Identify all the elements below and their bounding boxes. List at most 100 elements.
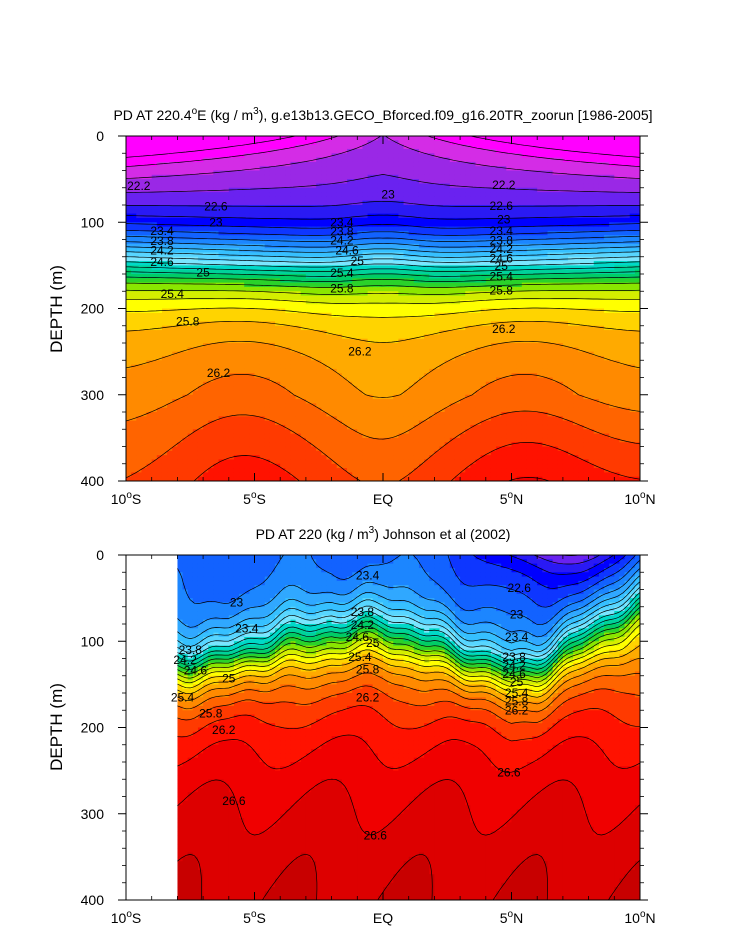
field-cell [203, 459, 209, 465]
field-cell [331, 455, 338, 461]
field-cell [167, 355, 173, 361]
field-cell [146, 381, 153, 387]
field-cell [151, 450, 158, 456]
field-cell [203, 222, 209, 228]
field-cell [305, 243, 312, 249]
field-cell [197, 325, 204, 331]
field-cell [275, 386, 281, 392]
field-cell [197, 407, 204, 413]
field-cell [285, 140, 292, 146]
field-cell [136, 403, 143, 409]
field-cell [311, 476, 317, 481]
field-cell [413, 399, 420, 404]
field-cell [290, 157, 297, 163]
field-cell [239, 136, 245, 141]
field-cell [336, 291, 343, 297]
field-cell [131, 420, 137, 426]
field-cell [151, 243, 158, 249]
field-cell [228, 390, 235, 396]
field-cell [383, 174, 389, 180]
field-cell [167, 166, 173, 172]
field-cell [311, 450, 317, 456]
field-cell [182, 459, 189, 465]
field-cell [233, 269, 240, 275]
field-cell [156, 368, 163, 374]
field-cell [131, 205, 137, 210]
field-cell [413, 420, 420, 426]
field-cell [300, 399, 307, 404]
field-cell [264, 144, 271, 150]
field-cell [403, 347, 410, 353]
field-cell [352, 355, 358, 361]
field-cell [213, 455, 220, 461]
field-cell [218, 437, 225, 443]
field-cell [203, 317, 209, 323]
field-cell [357, 239, 364, 245]
field-cell [398, 343, 405, 348]
field-cell [161, 355, 168, 361]
field-cell [156, 161, 163, 167]
field-cell [197, 213, 204, 219]
field-cell [156, 256, 163, 262]
field-cell [316, 183, 322, 189]
field-cell [367, 399, 374, 404]
field-cell [341, 144, 348, 150]
field-cell [352, 136, 358, 141]
field-cell [331, 450, 338, 456]
field-cell [393, 179, 400, 185]
field-cell [259, 407, 266, 413]
field-cell [126, 437, 132, 443]
field-cell [444, 179, 451, 185]
field-cell [182, 455, 189, 461]
field-cell [141, 183, 148, 189]
field-cell [218, 407, 225, 413]
field-cell [341, 226, 348, 232]
field-cell [131, 252, 137, 258]
field-cell [213, 192, 220, 197]
field-cell [444, 161, 451, 167]
field-cell [223, 394, 230, 400]
field-cell [151, 424, 158, 430]
field-cell [233, 136, 240, 141]
field-cell [264, 192, 271, 197]
field-cell [187, 144, 194, 150]
field-cell [228, 209, 235, 215]
field-cell [182, 399, 189, 404]
field-cell [300, 209, 307, 215]
field-cell [264, 230, 271, 236]
field-cell [367, 282, 374, 288]
field-cell [311, 325, 317, 331]
field-cell [321, 390, 328, 396]
field-cell [439, 381, 446, 387]
field-cell [316, 157, 322, 163]
field-cell [244, 420, 250, 426]
field-cell [233, 317, 240, 323]
field-cell [172, 407, 178, 413]
field-cell [141, 459, 148, 465]
field-cell [347, 170, 353, 176]
field-cell [388, 243, 394, 249]
field-cell [182, 205, 189, 210]
field-cell [424, 364, 430, 370]
field-cell [275, 446, 281, 452]
field-cell [290, 377, 297, 383]
field-cell [197, 269, 204, 275]
field-cell [434, 187, 441, 193]
field-cell [259, 286, 266, 292]
field-cell [347, 148, 353, 154]
field-cell [275, 368, 281, 374]
field-cell [434, 472, 441, 478]
field-cell [197, 399, 204, 404]
field-cell [172, 274, 178, 279]
field-cell [418, 455, 425, 461]
field-cell [187, 192, 194, 197]
field-cell [331, 390, 338, 396]
field-cell [305, 412, 312, 417]
field-cell [331, 278, 338, 284]
field-cell [311, 248, 317, 254]
field-cell [439, 230, 446, 236]
field-cell [326, 179, 333, 185]
field-cell [208, 278, 214, 284]
field-cell [300, 381, 307, 387]
field-cell [403, 299, 410, 305]
